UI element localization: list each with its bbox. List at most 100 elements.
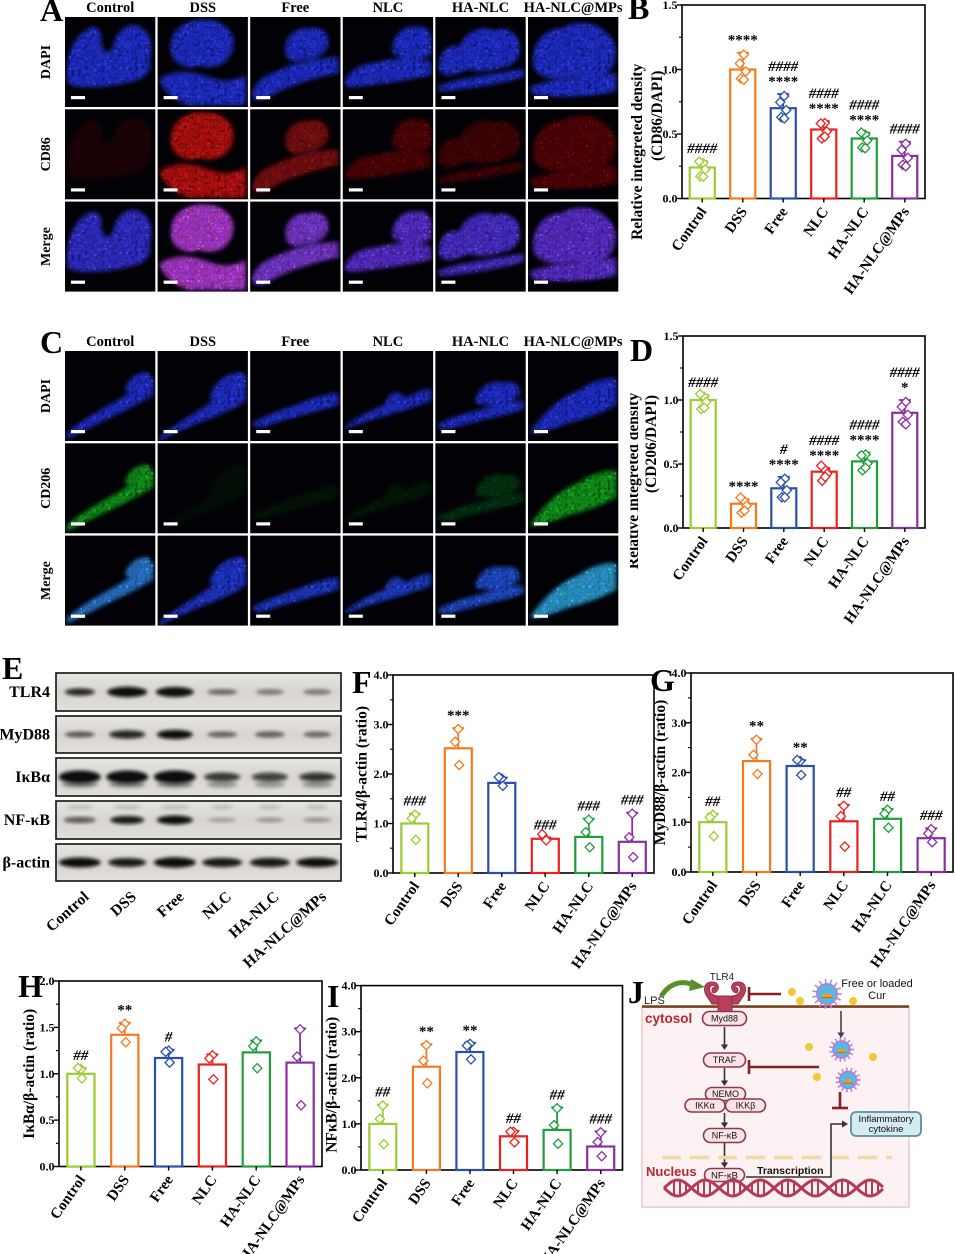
svg-text:#: # [164,1030,173,1046]
svg-text:1.0: 1.0 [374,817,389,831]
svg-text:####: #### [849,418,881,434]
svg-text:Control: Control [48,1173,90,1223]
svg-text:(CD206/DAPI): (CD206/DAPI) [643,395,660,493]
svg-text:#: # [779,442,788,458]
svg-text:NLC: NLC [522,879,553,914]
svg-text:NF-κB: NF-κB [712,1131,738,1141]
svg-text:LPS: LPS [644,995,665,1007]
svg-text:DSS: DSS [723,534,752,566]
svg-text:HA-NLC: HA-NLC [849,878,896,936]
svg-text:HA-NLC@MPs: HA-NLC@MPs [524,334,623,350]
svg-text:*: * [901,380,909,396]
svg-text:###: ### [533,817,557,833]
svg-text:Cur: Cur [868,990,886,1002]
svg-text:DSS: DSS [406,1176,435,1208]
svg-text:DSS: DSS [736,878,765,910]
svg-text:HA-NLC@MPs: HA-NLC@MPs [240,888,330,971]
svg-text:0.5: 0.5 [663,127,678,141]
svg-text:Nucleus: Nucleus [646,1164,697,1179]
svg-text:Control: Control [86,334,134,350]
svg-text:Control: Control [381,879,423,929]
svg-text:NLC: NLC [373,334,404,350]
svg-text:cytokine: cytokine [869,1124,904,1135]
svg-text:Relative integreted density: Relative integreted density [630,63,646,239]
svg-text:DSS: DSS [189,334,216,350]
svg-text:1.0: 1.0 [40,1067,55,1081]
svg-text:TLR4: TLR4 [710,972,735,983]
svg-text:NF-κB: NF-κB [4,812,51,829]
svg-text:4.0: 4.0 [672,666,687,680]
svg-text:DSS: DSS [104,1173,133,1205]
svg-text:1.0: 1.0 [342,1117,357,1131]
svg-text:NEMO: NEMO [712,1089,739,1099]
svg-text:2.0: 2.0 [342,1071,357,1085]
svg-text:4.0: 4.0 [342,979,357,993]
svg-text:2.0: 2.0 [40,974,55,988]
svg-text:CD206: CD206 [40,468,54,509]
svg-text:TLR4/β-actin (ratio): TLR4/β-actin (ratio) [354,706,371,842]
svg-text:Free: Free [762,204,792,237]
svg-text:Free: Free [281,0,309,16]
svg-text:****: **** [809,448,839,464]
svg-text:Merge: Merge [40,561,54,600]
svg-text:##: ## [549,1087,566,1103]
svg-text:0.0: 0.0 [342,1163,357,1177]
svg-text:Merge: Merge [40,227,54,266]
svg-text:β-actin: β-actin [2,855,50,872]
svg-text:Control: Control [349,1176,391,1226]
svg-text:Control: Control [43,888,93,935]
svg-text:NLC: NLC [821,878,852,913]
svg-text:0.0: 0.0 [672,865,687,879]
svg-text:####: #### [687,375,719,391]
svg-text:Inflammatory: Inflammatory [859,1114,914,1125]
svg-text:0.0: 0.0 [663,192,678,206]
svg-text:HA-NLC: HA-NLC [217,1173,264,1231]
svg-text:HA-NLC: HA-NLC [550,879,597,937]
svg-text:####: #### [686,141,718,157]
svg-text:0.0: 0.0 [664,521,679,535]
svg-text:****: **** [850,433,880,449]
svg-text:Free: Free [154,888,188,921]
svg-text:##: ## [374,1085,391,1101]
svg-text:DSS: DSS [107,888,140,920]
svg-text:(CD86/DAPI): (CD86/DAPI) [649,71,666,161]
svg-text:##: ## [835,785,852,801]
svg-text:**: ** [793,740,808,756]
svg-text:IKKβ: IKKβ [736,1101,756,1111]
svg-text:CD86: CD86 [40,137,54,171]
svg-text:3.0: 3.0 [342,1025,357,1039]
svg-text:DSS: DSS [189,0,216,16]
svg-text:****: **** [809,101,839,117]
svg-text:***: *** [447,708,470,724]
svg-text:####: #### [889,365,921,381]
svg-text:NFκB/β-actin (ratio): NFκB/β-actin (ratio) [324,1017,341,1153]
svg-text:IKKα: IKKα [695,1101,715,1111]
svg-text:##: ## [704,794,721,810]
svg-text:NLC: NLC [801,534,832,569]
svg-text:0.5: 0.5 [664,457,679,471]
svg-text:Free: Free [449,1176,479,1209]
svg-text:Free: Free [281,334,309,350]
svg-text:###: ### [577,799,601,815]
svg-text:###: ### [588,1111,612,1127]
svg-text:IκBα/β-actin (ratio): IκBα/β-actin (ratio) [21,1009,38,1139]
svg-text:****: **** [728,33,758,49]
svg-text:TRAF: TRAF [713,1055,737,1065]
svg-text:HA-NLC@MPs: HA-NLC@MPs [524,0,623,16]
svg-text:Control: Control [669,205,711,255]
svg-text:DAPI: DAPI [40,45,54,79]
svg-text:0.0: 0.0 [40,1160,55,1174]
svg-text:****: **** [729,479,759,495]
svg-text:HA-NLC: HA-NLC [452,334,509,350]
svg-text:****: **** [849,113,879,129]
svg-text:DSS: DSS [438,879,467,911]
svg-text:HA-NLC: HA-NLC [518,1176,565,1234]
svg-text:NF-κB: NF-κB [711,1170,738,1181]
svg-text:Free: Free [762,534,792,567]
svg-text:####: #### [808,86,840,102]
svg-text:DAPI: DAPI [40,379,54,413]
svg-text:**: ** [749,719,764,735]
svg-text:NLC: NLC [491,1176,522,1211]
svg-text:Free: Free [147,1172,177,1205]
svg-text:1.0: 1.0 [664,393,679,407]
